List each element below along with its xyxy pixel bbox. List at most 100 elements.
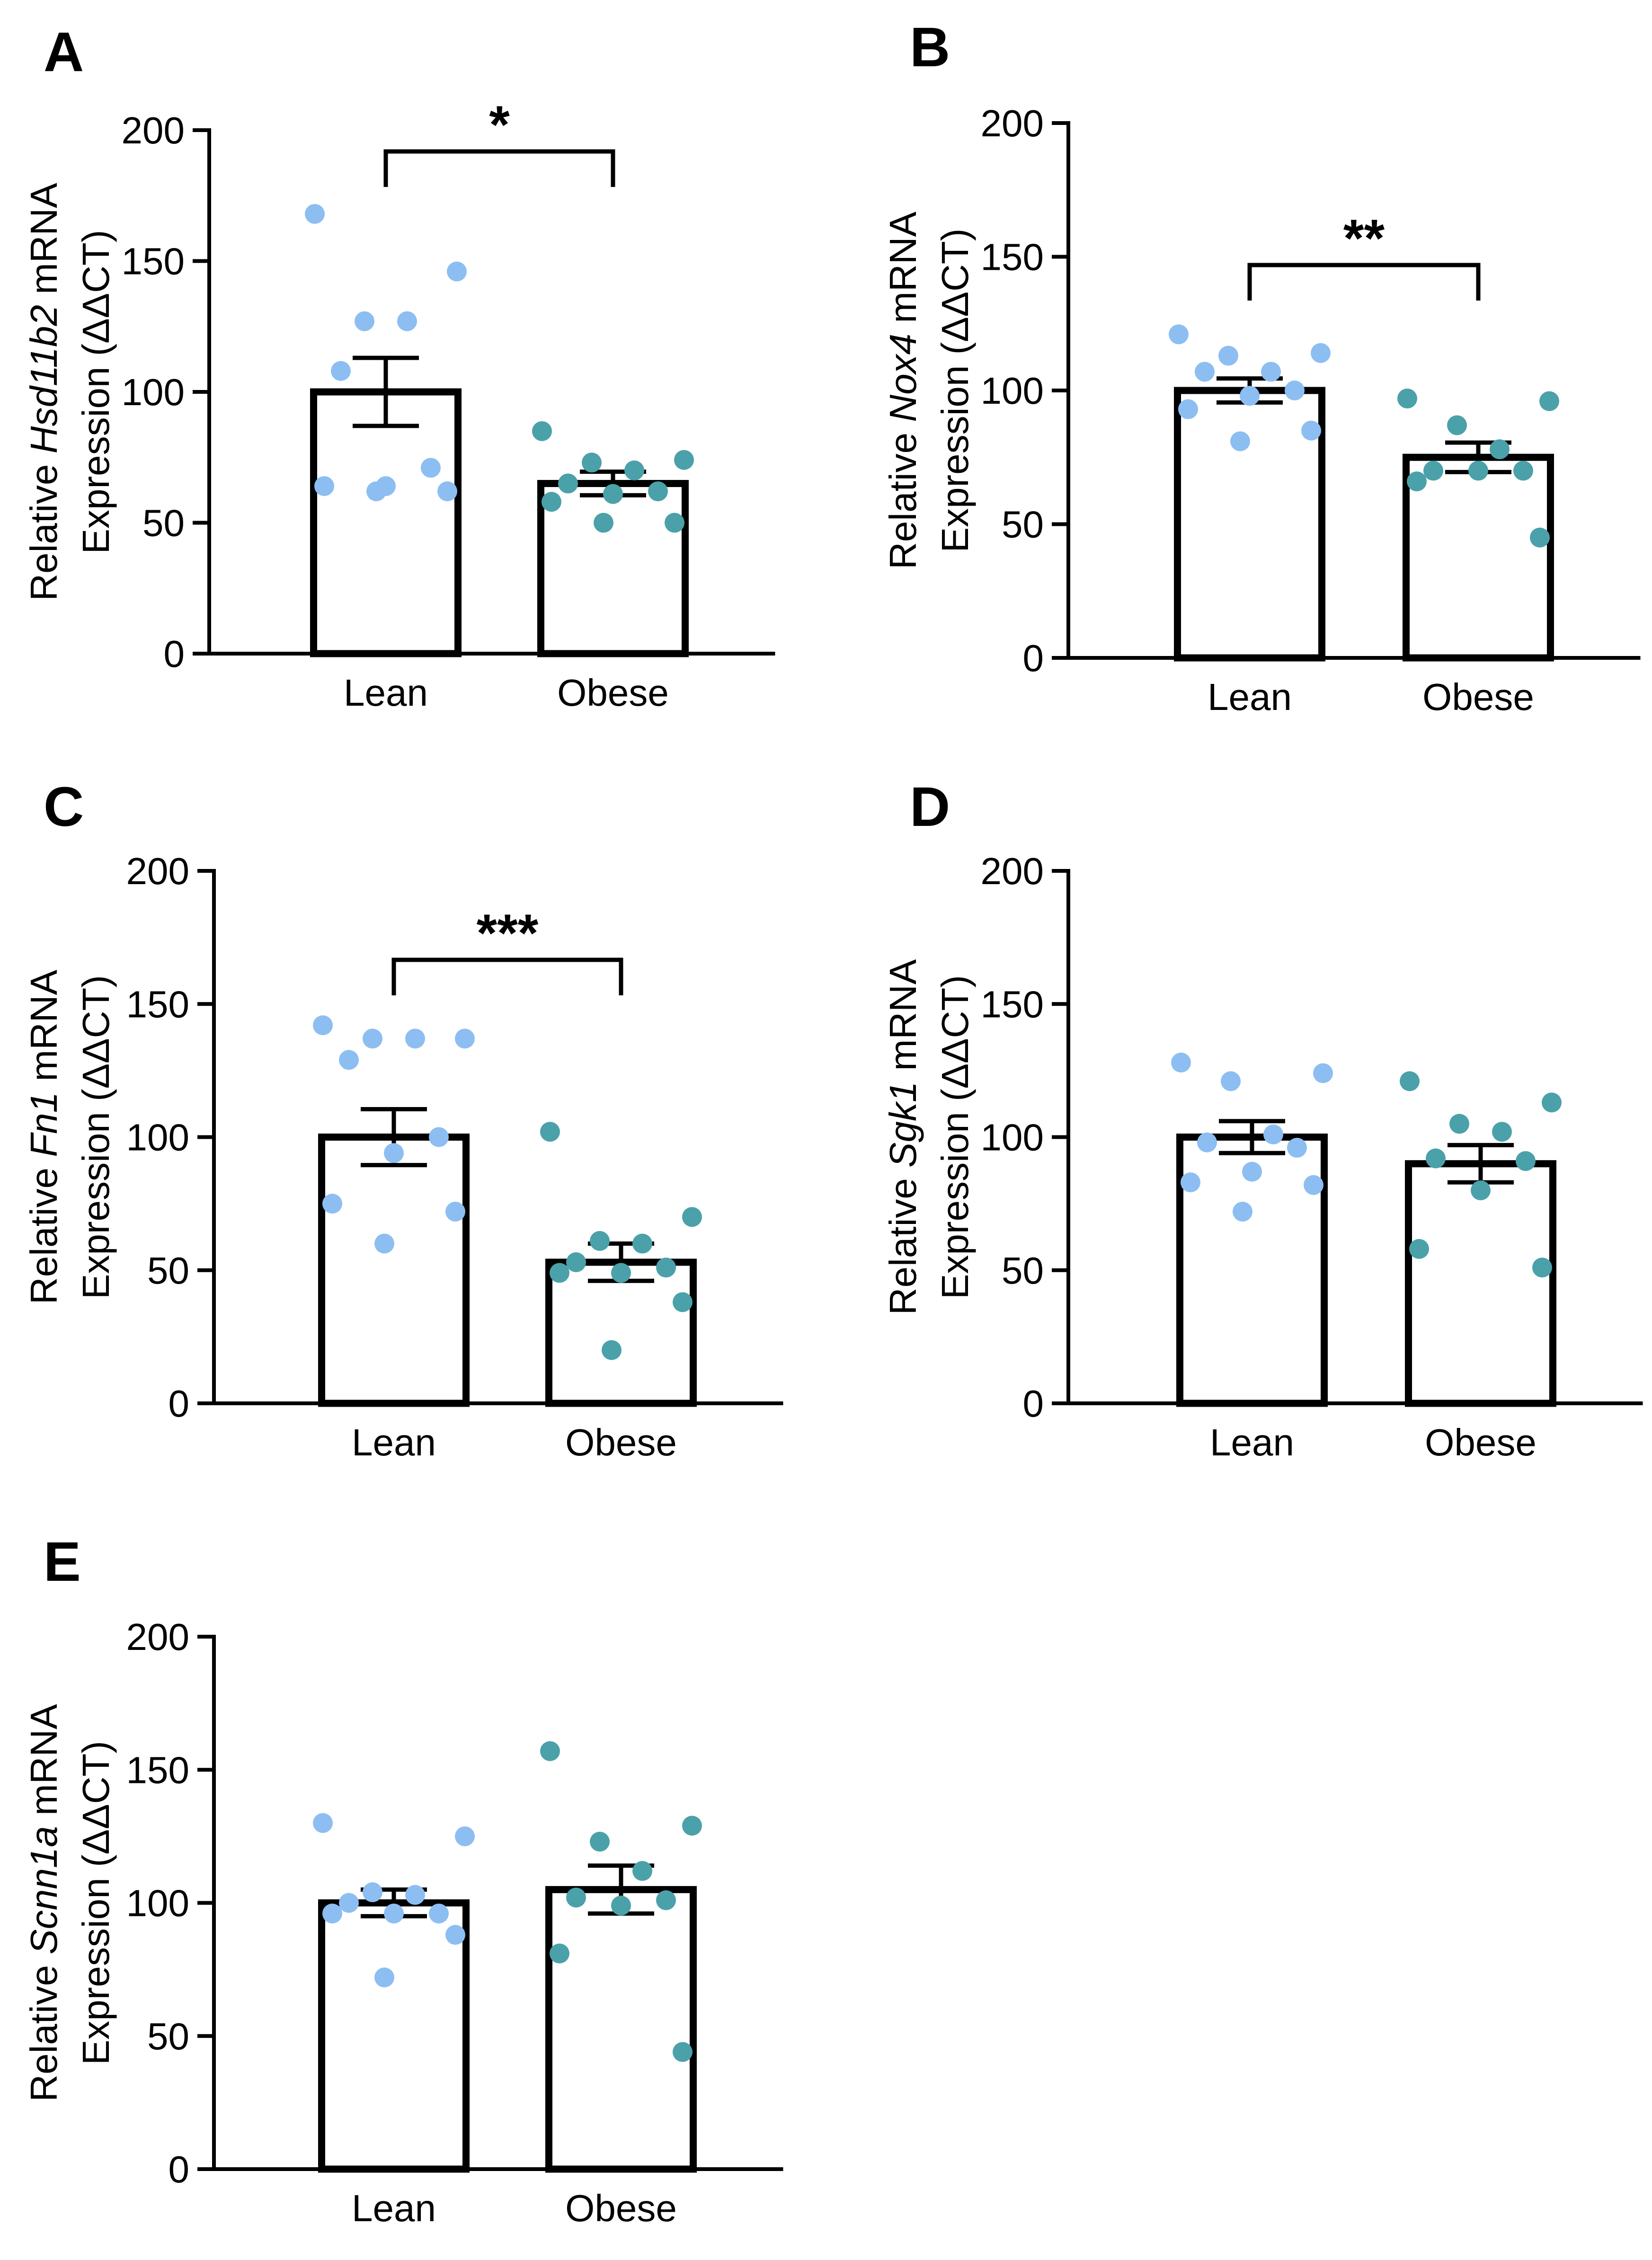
- data-point-obese: [590, 1832, 610, 1852]
- data-point-obese: [1407, 471, 1427, 492]
- y-axis-title-line2: Expression (ΔΔCT): [934, 229, 976, 553]
- data-point-lean: [445, 1925, 465, 1945]
- y-axis-title-suffix: mRNA: [23, 969, 65, 1091]
- panel-letter: C: [44, 776, 84, 838]
- data-point-obese: [1449, 1114, 1469, 1134]
- bar-lean: [310, 388, 462, 657]
- panel-a: A 0 50 100 150 200 Relative Hsd11b2 mRNA Expres…: [23, 21, 775, 714]
- y-tick-label: 150: [981, 236, 1044, 278]
- data-point-obese: [1530, 527, 1550, 548]
- data-point-obese: [1397, 388, 1417, 408]
- data-point-lean: [339, 1050, 359, 1070]
- data-point-lean: [1261, 362, 1281, 382]
- y-tick-label: 50: [147, 1250, 189, 1292]
- data-point-lean: [1233, 1202, 1252, 1222]
- data-point-lean: [363, 1882, 382, 1902]
- y-tick-label: 0: [1023, 637, 1044, 679]
- y-axis-title-line2: Expression (ΔΔCT): [934, 975, 976, 1299]
- y-tick-label: 0: [164, 633, 185, 675]
- bar-obese: [1405, 1160, 1556, 1407]
- x-category-label: Obese: [1422, 676, 1534, 718]
- data-point-lean: [1304, 1175, 1323, 1195]
- data-point-lean: [1221, 1071, 1241, 1091]
- data-point-obese: [1539, 391, 1559, 411]
- data-point-lean: [331, 361, 351, 381]
- data-point-obese: [673, 2042, 693, 2062]
- data-point-obese: [540, 1122, 560, 1142]
- data-point-lean: [405, 1028, 425, 1049]
- x-category-label: Lean: [1208, 676, 1292, 718]
- data-point-obese: [1513, 461, 1533, 481]
- data-point-lean: [437, 481, 457, 502]
- data-point-lean: [322, 1194, 342, 1214]
- significance-bracket: [391, 957, 623, 995]
- y-tick-label: 50: [1002, 1250, 1044, 1292]
- data-point-obese: [1532, 1258, 1552, 1278]
- y-tick-label: 100: [126, 1117, 189, 1159]
- y-tick-label: 100: [126, 1882, 189, 1924]
- data-point-obese: [632, 1233, 652, 1254]
- y-axis-title-line1: Relative Nox4 mRNA: [882, 211, 924, 569]
- y-tick-label: 0: [169, 1383, 190, 1425]
- data-point-obese: [1490, 439, 1510, 460]
- panel-letter: D: [910, 776, 950, 838]
- data-point-obese: [566, 1888, 586, 1908]
- bar-obese: [545, 1886, 697, 2173]
- y-axis-title-line2: Expression (ΔΔCT): [75, 975, 117, 1299]
- data-point-lean: [313, 1813, 333, 1833]
- significance-marker: *: [489, 95, 510, 154]
- panel-e: E 0 50 100 150 200 Relative Scnn1a mRNA Express…: [23, 1531, 783, 2229]
- data-point-lean: [339, 1893, 359, 1913]
- data-point-lean: [363, 1028, 382, 1049]
- data-point-obese: [674, 450, 694, 470]
- data-point-lean: [1178, 399, 1198, 419]
- y-axis-title-gene: Hsd11b2: [23, 305, 65, 453]
- y-tick-label: 200: [981, 102, 1044, 144]
- x-category-label: Lean: [352, 2187, 436, 2229]
- data-point-lean: [1240, 386, 1260, 406]
- data-point-obese: [673, 1292, 693, 1312]
- data-point-obese: [1492, 1122, 1512, 1142]
- data-point-obese: [656, 1890, 676, 1910]
- bar-obese: [537, 480, 689, 657]
- y-axis-title-line1: Relative Hsd11b2 mRNA: [23, 183, 65, 601]
- data-point-lean: [374, 1968, 394, 1987]
- y-tick-label: 50: [147, 2015, 189, 2057]
- data-point-lean: [1311, 343, 1331, 363]
- y-tick-label: 100: [122, 371, 185, 413]
- y-axis-title-suffix: mRNA: [23, 1704, 65, 1826]
- data-point-lean: [455, 1826, 475, 1846]
- y-tick-label: 150: [981, 983, 1044, 1025]
- data-point-lean: [374, 1233, 394, 1254]
- data-point-obese: [611, 1263, 631, 1283]
- data-point-obese: [1426, 1148, 1446, 1169]
- data-point-lean: [366, 481, 386, 502]
- data-point-lean: [1287, 1138, 1307, 1158]
- data-point-obese: [1409, 1239, 1429, 1259]
- x-category-label: Lean: [352, 1421, 436, 1463]
- data-point-lean: [355, 311, 374, 331]
- panel-letter: A: [44, 21, 84, 83]
- y-axis-title-line1: Relative Scnn1a mRNA: [23, 1704, 65, 2102]
- y-tick-label: 200: [126, 1616, 189, 1658]
- data-point-lean: [447, 261, 467, 282]
- data-point-lean: [1169, 324, 1189, 345]
- data-point-lean: [1242, 1161, 1262, 1182]
- data-point-obese: [582, 452, 602, 473]
- data-point-obese: [1447, 415, 1467, 435]
- data-point-lean: [1171, 1053, 1191, 1072]
- data-point-obese: [1423, 461, 1443, 481]
- data-point-obese: [632, 1861, 652, 1881]
- y-tick-label: 100: [981, 370, 1044, 412]
- data-point-lean: [429, 1127, 449, 1147]
- bar-lean: [318, 1134, 470, 1407]
- data-point-obese: [550, 1263, 569, 1283]
- y-axis-title-prefix: Relative: [23, 1157, 65, 1304]
- data-point-lean: [1181, 1172, 1200, 1193]
- data-point-obese: [1468, 461, 1488, 481]
- data-point-obese: [566, 1252, 586, 1272]
- x-category-label: Obese: [557, 672, 669, 714]
- data-point-lean: [421, 458, 441, 478]
- y-axis-title-prefix: Relative: [23, 453, 65, 601]
- y-tick-label: 100: [981, 1117, 1044, 1159]
